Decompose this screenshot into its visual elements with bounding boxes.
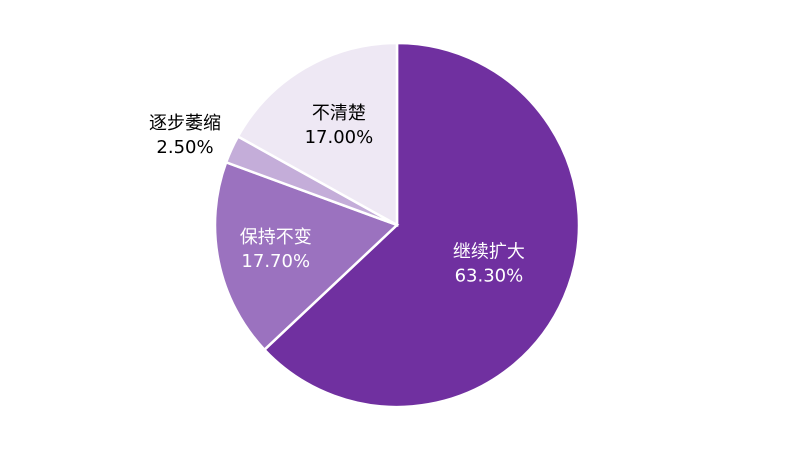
slice-value-label-2: 17.70%: [241, 251, 310, 272]
slice-name-label-3: 逐步萎缩: [149, 113, 221, 134]
slice-name-label-2: 保持不变: [240, 227, 312, 248]
pie-slice-1: [262, 41, 581, 409]
slices-layer: [213, 41, 581, 409]
labels-layer: 继续扩大 63.30% 保持不变 17.70% 逐步萎缩 2.50% 不清楚 17.00%: [149, 103, 525, 287]
slice-value-label-1: 63.30%: [455, 266, 524, 287]
pie-slice-4: [236, 41, 399, 228]
slice-name-label-1: 继续扩大: [453, 242, 525, 263]
slice-value-label-4: 17.00%: [305, 127, 374, 148]
slice-name-label-4: 不清楚: [312, 103, 366, 124]
slice-value-label-3: 2.50%: [156, 137, 213, 158]
